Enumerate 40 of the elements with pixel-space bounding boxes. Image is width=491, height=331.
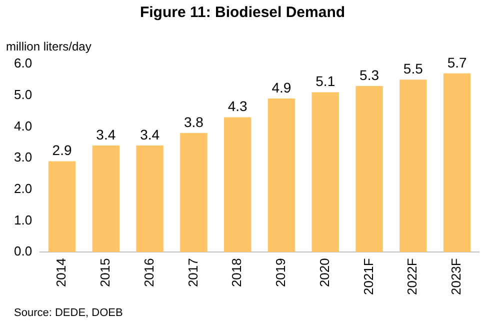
bar — [136, 146, 164, 252]
bar — [180, 132, 208, 252]
data-label: 3.4 — [140, 126, 160, 142]
x-tick-label: 2016 — [141, 258, 156, 288]
data-label: 4.3 — [228, 98, 248, 114]
x-tick-label: 2023F — [448, 258, 464, 296]
chart-title: Figure 11: Biodiesel Demand — [140, 4, 346, 22]
data-label: 3.8 — [184, 114, 204, 130]
y-tick-label: 4.0 — [14, 118, 32, 134]
data-label: 2.9 — [52, 142, 72, 158]
bar — [400, 80, 427, 252]
y-tick-label: 5.0 — [14, 86, 32, 102]
x-tick-label: 2014 — [54, 258, 69, 288]
y-tick-label: 6.0 — [14, 56, 32, 71]
source-note: Source: DEDE, DOEB — [14, 307, 123, 320]
bar — [312, 92, 339, 252]
y-tick-label: 1.0 — [14, 212, 32, 228]
data-label: 5.1 — [316, 73, 336, 90]
x-tick-label: 2019 — [273, 258, 288, 288]
x-tick-label: 2015 — [97, 258, 112, 288]
x-tick-label: 2021F — [360, 258, 376, 296]
bar — [443, 73, 471, 252]
y-tick-label: 3.0 — [14, 150, 32, 165]
data-label: 3.4 — [96, 126, 116, 142]
x-tick-label: 2018 — [229, 258, 244, 288]
bar — [268, 98, 296, 252]
x-tick-label: 2020 — [316, 258, 332, 288]
bar — [48, 161, 76, 252]
x-tick-label: 2022F — [404, 258, 420, 296]
data-label: 4.9 — [272, 79, 292, 96]
bar — [224, 117, 252, 252]
y-tick-label: 2.0 — [14, 181, 32, 196]
data-label: 5.3 — [360, 66, 380, 83]
data-label: 5.5 — [403, 60, 424, 77]
bar — [92, 146, 120, 252]
bar — [356, 86, 383, 252]
x-tick-label: 2017 — [185, 258, 200, 288]
y-tick-label: 0.0 — [14, 244, 32, 259]
y-axis-title: million liters/day — [6, 39, 92, 54]
data-label: 5.7 — [447, 54, 467, 70]
